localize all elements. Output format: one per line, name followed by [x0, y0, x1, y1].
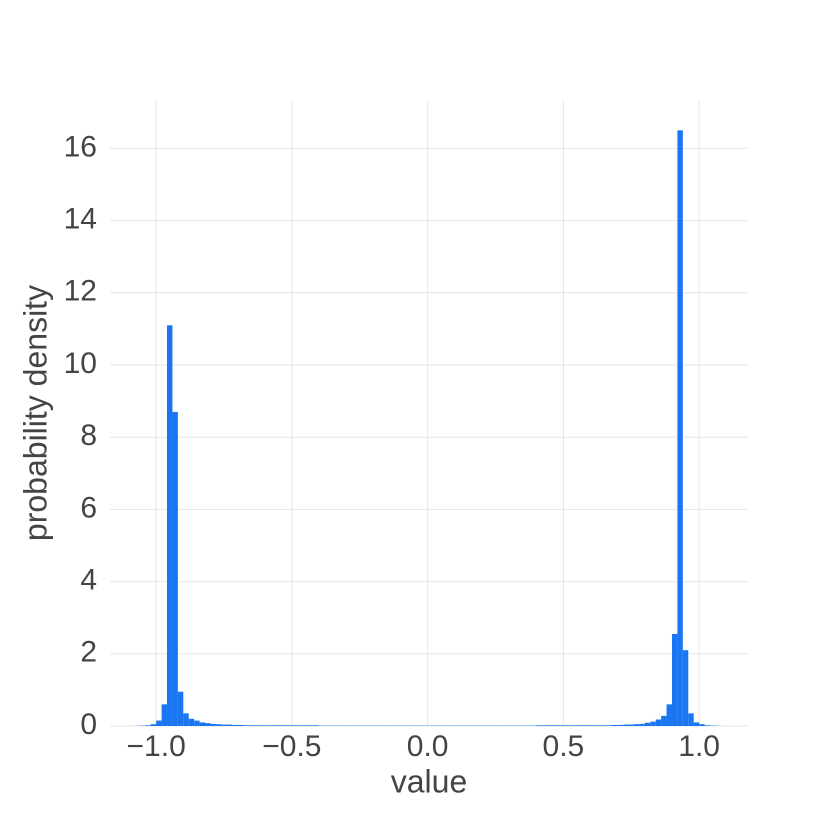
- bar: [194, 720, 200, 726]
- bar: [161, 704, 168, 726]
- bar: [302, 725, 309, 726]
- bar: [617, 724, 624, 726]
- bar: [601, 725, 607, 726]
- bar: [633, 724, 640, 726]
- bar: [259, 725, 265, 726]
- bar: [568, 725, 575, 726]
- bar: [612, 724, 618, 726]
- bar: [286, 725, 292, 726]
- bar: [682, 650, 689, 726]
- bar: [150, 724, 157, 726]
- bar: [563, 725, 569, 726]
- y-tick-label: 10: [64, 347, 97, 380]
- bar: [590, 725, 596, 726]
- bar: [264, 725, 271, 726]
- x-tick-label: −1.0: [127, 730, 186, 763]
- x-tick-label: 0.5: [543, 730, 585, 763]
- bar: [661, 715, 667, 726]
- bar: [188, 718, 195, 726]
- x-axis-title: value: [391, 763, 468, 799]
- bar: [221, 724, 227, 726]
- bar: [547, 725, 553, 726]
- y-tick-label: 8: [80, 419, 97, 452]
- bar: [243, 725, 249, 726]
- bar: [253, 725, 260, 726]
- bar: [655, 719, 662, 726]
- bar: [232, 724, 238, 726]
- bar: [671, 633, 678, 726]
- y-tick-label: 12: [64, 275, 97, 308]
- bar: [644, 722, 651, 726]
- bar: [595, 725, 602, 726]
- bar: [666, 704, 672, 726]
- bar: [536, 725, 542, 726]
- x-tick-label: 0.0: [407, 730, 449, 763]
- bar: [281, 725, 287, 726]
- bar: [623, 724, 629, 726]
- y-tick-label: 2: [80, 636, 97, 669]
- bar: [574, 725, 580, 726]
- bar: [704, 725, 710, 726]
- y-tick-label: 6: [80, 491, 97, 524]
- bar: [275, 725, 282, 726]
- bar: [183, 713, 189, 726]
- bar: [579, 725, 586, 726]
- bar: [215, 724, 222, 726]
- bar: [210, 723, 216, 726]
- bar: [628, 724, 634, 726]
- bar: [313, 725, 320, 726]
- x-tick-label: −0.5: [262, 730, 321, 763]
- bar: [650, 721, 656, 726]
- y-axis-title: probability density: [17, 285, 53, 541]
- bar: [688, 713, 694, 726]
- bar: [308, 725, 314, 726]
- bar: [199, 722, 206, 726]
- bar: [557, 725, 564, 726]
- bar: [606, 725, 613, 726]
- bar: [541, 725, 548, 726]
- x-tick-label: 1.0: [678, 730, 720, 763]
- bar: [699, 724, 705, 726]
- y-tick-label: 0: [80, 708, 97, 741]
- bar: [226, 724, 233, 726]
- bar: [248, 725, 254, 726]
- bar: [297, 725, 303, 726]
- bar: [693, 722, 700, 726]
- bar: [156, 720, 162, 726]
- bar: [552, 725, 558, 726]
- bar: [167, 325, 173, 726]
- bar: [205, 723, 211, 726]
- bar: [639, 723, 645, 726]
- bar: [270, 725, 276, 726]
- y-tick-label: 16: [64, 130, 97, 163]
- bar: [145, 725, 151, 726]
- y-tick-label: 14: [64, 203, 97, 236]
- y-tick-label: 4: [80, 564, 97, 597]
- bar: [291, 725, 298, 726]
- bar: [237, 724, 244, 726]
- bar: [585, 725, 591, 726]
- bar: [677, 130, 683, 726]
- bar: [177, 691, 184, 726]
- bar: [172, 411, 178, 726]
